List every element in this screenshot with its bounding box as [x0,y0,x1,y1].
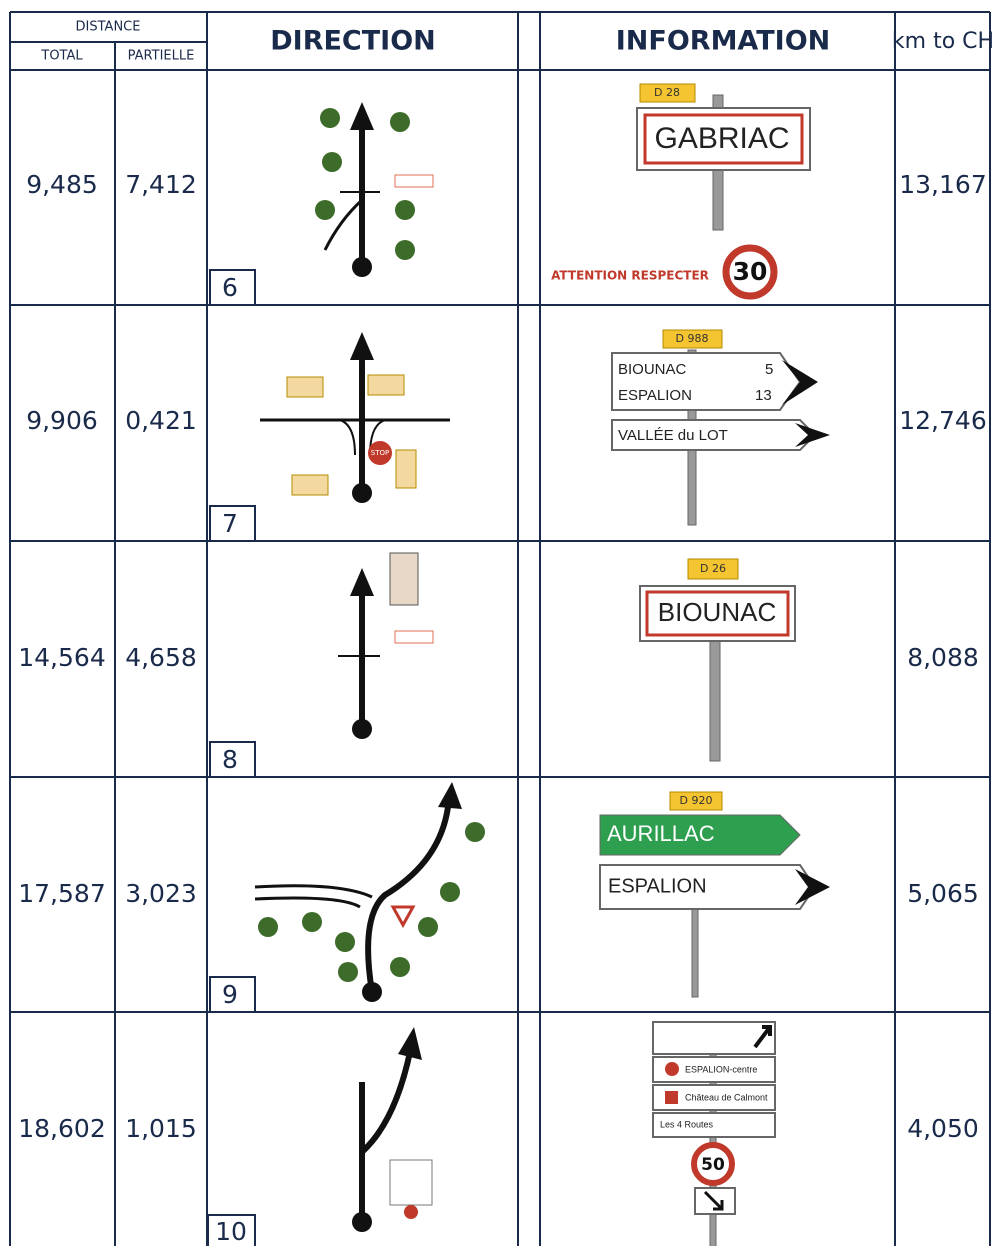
header-direction: DIRECTION [270,26,436,57]
row: 17,587 3,023 5,065 9 D 920 AURILLAC ESPA… [18,782,979,1013]
total: 9,906 [26,406,98,435]
town-name: BIOUNAC [658,597,776,627]
km-to-ch: 5,065 [907,879,979,908]
km-to-ch: 13,167 [899,170,986,199]
km-to-ch: 4,050 [907,1114,979,1143]
road-number: D 28 [654,86,680,99]
sign-line: AURILLAC [607,821,715,846]
total: 17,587 [18,879,105,908]
step: 10 [215,1217,247,1246]
sign-distance: 5 [765,361,773,378]
road-number: D 988 [676,332,709,345]
row: 14,564 4,658 8,088 8 D 26 BIOUNAC [18,552,979,778]
total: 9,485 [26,170,98,199]
total: 14,564 [18,643,105,672]
step: 7 [222,509,238,538]
row: 9,485 7,412 13,167 6 D 28 GABRIAC ATTENT… [26,83,987,306]
sign-line: ESPALION [618,387,692,404]
km-to-ch: 8,088 [907,643,979,672]
row: 18,602 1,015 4,050 10 ESPALION-centre Ch… [18,1021,979,1246]
sign-line: ESPALION-centre [685,1064,757,1074]
stop-sign: STOP [371,449,389,457]
town-name: GABRIAC [654,122,789,155]
header-total: TOTAL [40,49,83,64]
sign-line: VALLÉE du LOT [618,427,728,444]
partielle: 3,023 [125,879,197,908]
sign-line: Château de Calmont [685,1092,768,1102]
partielle: 7,412 [125,170,197,199]
header-distance: DISTANCE [76,20,141,35]
road-number: D 920 [680,794,713,807]
sign-distance: 13 [755,387,772,404]
step: 9 [222,980,238,1009]
speed-limit: 30 [733,257,768,286]
speed-limit: 50 [701,1155,725,1175]
table-grid [9,11,991,1246]
sign-note: ATTENTION RESPECTER [551,269,709,283]
step: 6 [222,273,238,302]
header-partielle: PARTIELLE [128,49,195,64]
total: 18,602 [18,1114,105,1143]
header-information: INFORMATION [616,26,831,57]
km-to-ch: 12,746 [899,406,986,435]
partielle: 4,658 [125,643,197,672]
sign-line: BIOUNAC [618,361,687,378]
partielle: 0,421 [125,406,197,435]
road-number: D 26 [700,562,726,575]
header-km: km to CH [892,29,993,54]
step: 8 [222,745,238,774]
partielle: 1,015 [125,1114,197,1143]
sign-line: ESPALION [608,875,707,897]
row: 9,906 0,421 12,746 7 STOP D 988 BIOUNAC … [26,329,987,542]
sign-line: Les 4 Routes [660,1119,714,1129]
